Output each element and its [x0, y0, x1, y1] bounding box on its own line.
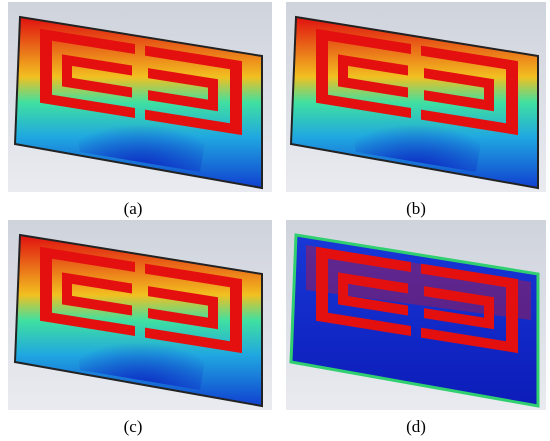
panel-a: (a) [8, 2, 272, 218]
panel-c: (c) [8, 220, 272, 436]
panel-label: (d) [406, 417, 426, 436]
panel-label: (c) [124, 417, 143, 436]
panel-label: (b) [406, 199, 426, 218]
panel-label: (a) [124, 199, 143, 218]
panel-d: (d) [286, 220, 546, 436]
panel-b: (b) [286, 2, 546, 218]
